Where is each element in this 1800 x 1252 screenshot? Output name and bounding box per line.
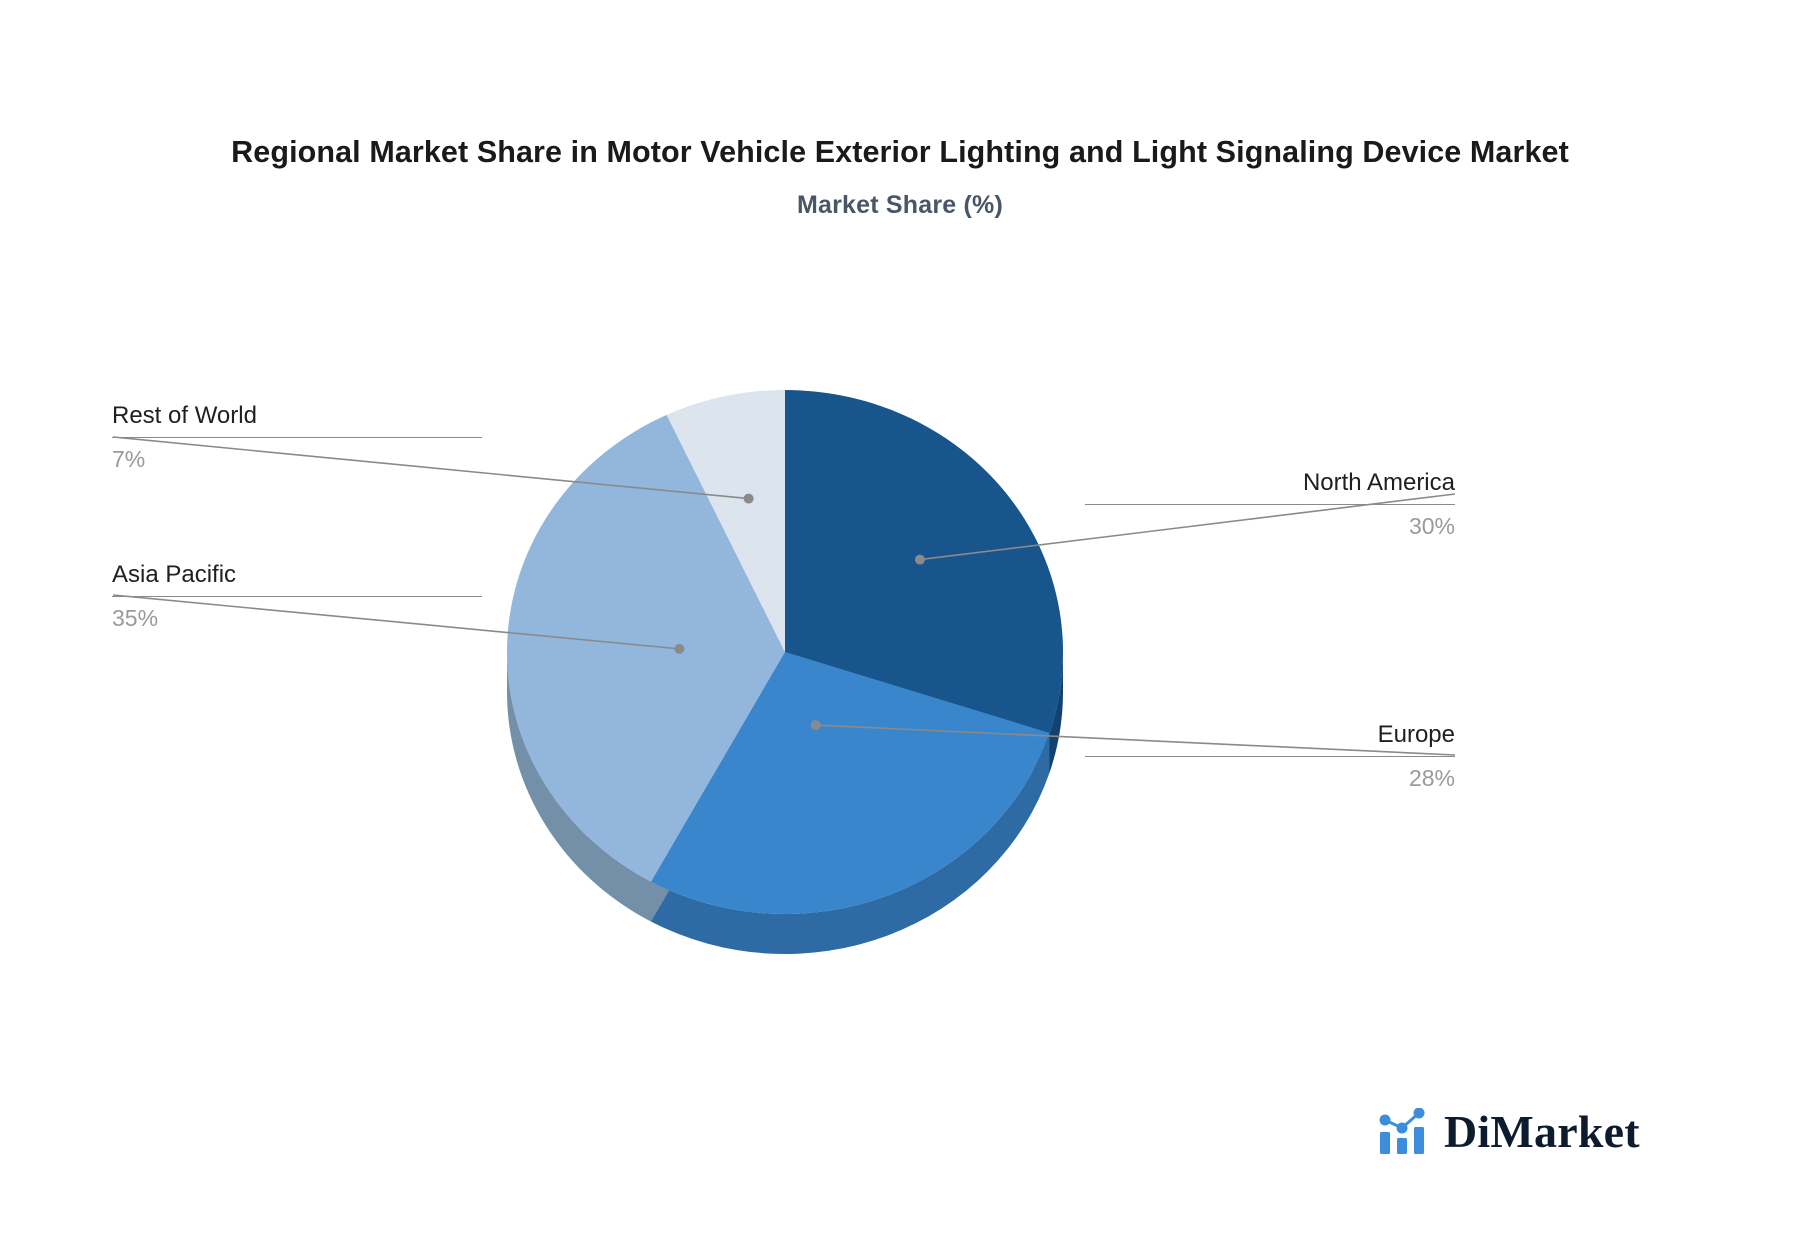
callout-north-america[interactable]: North America 30% — [1085, 469, 1455, 540]
pie-slice-side-asia-pacific — [507, 652, 652, 922]
title-block: Regional Market Share in Motor Vehicle E… — [150, 128, 1650, 220]
pie-slice-rest-of-world — [666, 390, 785, 652]
callout-asia-pacific[interactable]: Asia Pacific 35% — [112, 561, 482, 632]
page-title: Regional Market Share in Motor Vehicle E… — [231, 135, 1569, 169]
callout-label: Asia Pacific — [112, 561, 237, 588]
callout-label: Rest of World — [112, 402, 257, 429]
brand-wordmark: DiMarket — [1444, 1106, 1640, 1157]
pie-slice-asia-pacific — [507, 414, 785, 882]
chart-subtitle: Market Share (%) — [796, 191, 1004, 220]
leader-dot-europe — [810, 720, 821, 731]
callout-rule — [112, 596, 482, 597]
pie-slice-radial-wall — [785, 652, 1050, 773]
pie-slice-north-america — [785, 390, 1063, 733]
callout-label: North America — [1302, 469, 1455, 496]
callout-value: 28% — [1408, 765, 1455, 791]
callout-label: Europe — [1377, 721, 1455, 748]
pie-slice-radial-wall — [785, 652, 1050, 773]
callout-rule — [1085, 756, 1455, 757]
callout-value: 35% — [112, 605, 159, 631]
brand-logo[interactable]: DiMarket — [1378, 1108, 1640, 1156]
callout-value: 30% — [1408, 513, 1455, 539]
pie-slice-radial-wall — [651, 652, 785, 922]
leader-dot-asia-pacific — [674, 643, 685, 654]
callout-europe[interactable]: Europe 28% — [1085, 721, 1455, 792]
pie-slices — [507, 390, 1063, 954]
callout-value: 7% — [112, 446, 146, 472]
bar-chart-growth-icon — [1379, 1108, 1425, 1154]
pie-slice-side-europe — [651, 732, 1050, 954]
pie-slice-europe — [651, 652, 1050, 915]
leader-dot-north-america — [914, 554, 925, 565]
pie-slice-side-north-america — [1049, 652, 1063, 773]
callout-rule — [112, 437, 482, 438]
callout-rest-of-world[interactable]: Rest of World 7% — [112, 402, 482, 473]
callout-rule — [1085, 504, 1455, 505]
pie-slice-radial-wall — [651, 652, 785, 922]
leader-dot-rest-of-world — [743, 493, 754, 504]
